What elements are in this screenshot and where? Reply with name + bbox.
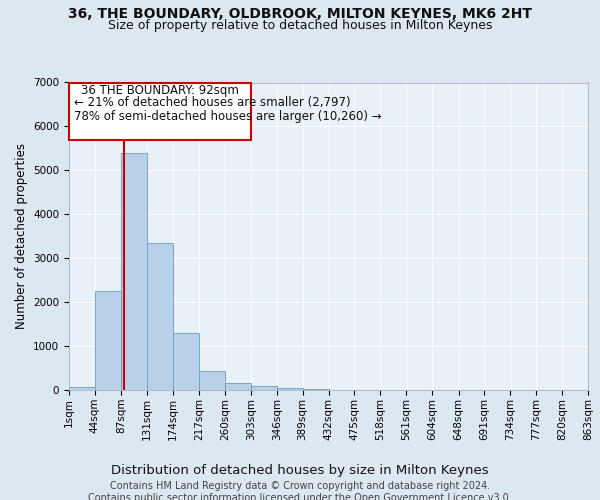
Text: 78% of semi-detached houses are larger (10,260) →: 78% of semi-detached houses are larger (…: [74, 110, 382, 123]
Bar: [95, 291, 121, 390]
Bar: [121, 153, 147, 390]
Text: 36, THE BOUNDARY, OLDBROOK, MILTON KEYNES, MK6 2HT: 36, THE BOUNDARY, OLDBROOK, MILTON KEYNE…: [68, 8, 532, 22]
Bar: [173, 333, 199, 390]
Bar: [147, 243, 173, 390]
Text: Size of property relative to detached houses in Milton Keynes: Size of property relative to detached ho…: [108, 19, 492, 32]
Bar: [277, 388, 302, 390]
Bar: [199, 371, 225, 390]
Text: Contains HM Land Registry data © Crown copyright and database right 2024.
Contai: Contains HM Land Registry data © Crown c…: [88, 481, 512, 500]
Bar: [251, 386, 277, 390]
Bar: [69, 386, 95, 390]
FancyBboxPatch shape: [69, 82, 251, 140]
Text: ← 21% of detached houses are smaller (2,797): ← 21% of detached houses are smaller (2,…: [74, 96, 351, 110]
Bar: [225, 384, 251, 390]
Text: 36 THE BOUNDARY: 92sqm: 36 THE BOUNDARY: 92sqm: [81, 84, 239, 97]
Y-axis label: Number of detached properties: Number of detached properties: [14, 143, 28, 329]
Text: Distribution of detached houses by size in Milton Keynes: Distribution of detached houses by size …: [111, 464, 489, 477]
Bar: [302, 389, 329, 390]
